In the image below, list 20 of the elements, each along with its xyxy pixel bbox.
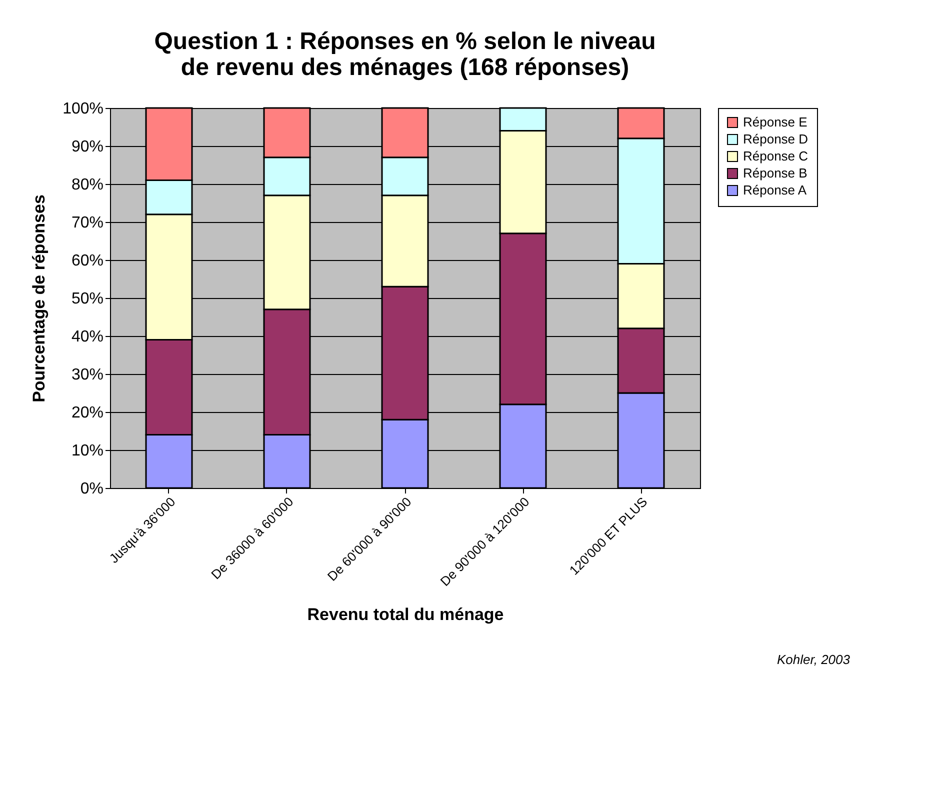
y-tick-label: 100% [62,100,104,118]
y-tick-label: 30% [71,366,104,384]
y-tick-label: 0% [80,480,104,498]
legend-label: Réponse C [743,148,808,164]
y-tick-label: 90% [71,138,104,156]
legend-label: Réponse B [743,166,808,180]
y-tick-label: 80% [71,176,104,194]
chart-title: Question 1 : Réponses en % selon le niveau de revenu des ménages (168 réponses) [154,28,656,81]
legend-label: Réponse E [743,114,808,130]
x-axis-title: Revenu total du ménage [307,604,504,624]
y-axis-title: Pourcentage de réponses [30,194,49,402]
y-tick-label: 70% [71,214,104,232]
legend-label: Réponse D [743,132,808,146]
legend-label: Réponse A [743,182,807,198]
y-tick-label: 60% [71,252,104,270]
y-tick-label: 20% [71,404,104,422]
y-tick-label: 10% [71,442,104,460]
y-tick-label: 50% [71,290,104,308]
y-tick-label: 40% [71,328,104,346]
text: Kohler, 2003 [776,652,851,667]
